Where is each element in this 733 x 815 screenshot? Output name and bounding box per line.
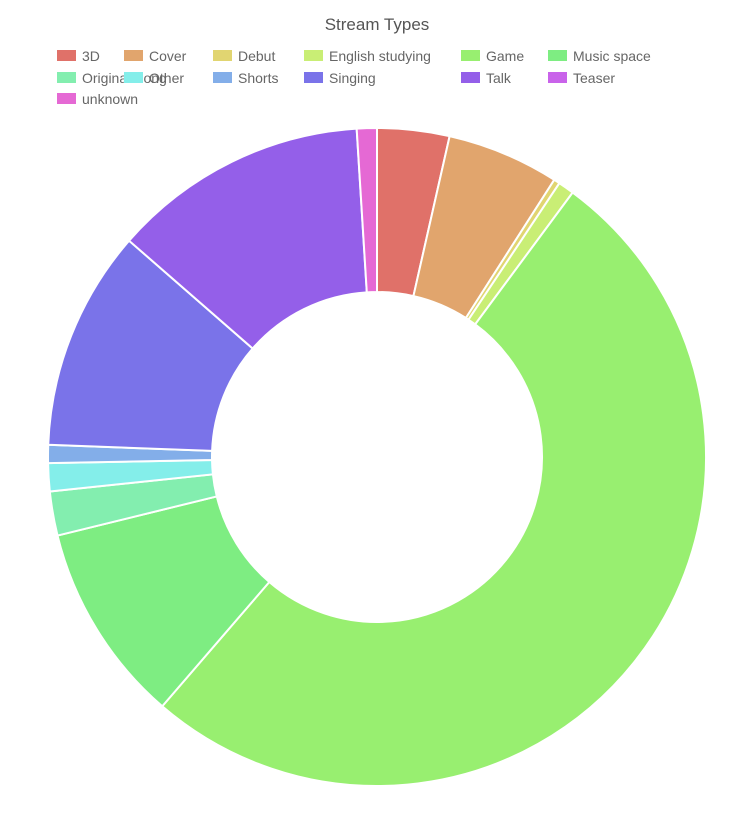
legend-label-unknown: unknown	[82, 91, 138, 107]
legend-label-debut: Debut	[238, 48, 275, 64]
legend-label-cover: Cover	[149, 48, 187, 64]
legend-item-talk[interactable]: Talk	[461, 70, 512, 86]
legend: 3D Cover Debut English studying Game Music sp…	[57, 48, 651, 107]
legend-swatch-cover	[124, 50, 143, 61]
legend-swatch-singing	[304, 72, 323, 83]
legend-item-shorts[interactable]: Shorts	[213, 70, 278, 86]
legend-label-other: Other	[149, 70, 184, 86]
slice-game[interactable]	[160, 191, 707, 787]
legend-item-teaser[interactable]: Teaser	[548, 70, 615, 86]
legend-swatch-game	[461, 50, 480, 61]
legend-swatch-debut	[213, 50, 232, 61]
legend-item-game[interactable]: Game	[461, 48, 524, 64]
legend-swatch-other	[124, 72, 143, 83]
legend-label-music-space: Music space	[573, 48, 651, 64]
legend-item-cover[interactable]: Cover	[124, 48, 187, 64]
legend-swatch-english-studying	[304, 50, 323, 61]
slice-unknown[interactable]	[355, 126, 378, 294]
slice-talk[interactable]	[127, 127, 368, 350]
legend-swatch-talk	[461, 72, 480, 83]
legend-swatch-original-song	[57, 72, 76, 83]
legend-label-3d: 3D	[82, 48, 100, 64]
legend-item-music-space[interactable]: Music space	[548, 48, 651, 64]
legend-item-debut[interactable]: Debut	[213, 48, 275, 64]
legend-label-game: Game	[486, 48, 524, 64]
chart-title: Stream Types	[325, 15, 430, 34]
legend-label-english-studying: English studying	[329, 48, 431, 64]
legend-item-singing[interactable]: Singing	[304, 70, 376, 86]
legend-swatch-unknown	[57, 93, 76, 104]
legend-swatch-shorts	[213, 72, 232, 83]
legend-swatch-3d	[57, 50, 76, 61]
legend-label-singing: Singing	[329, 70, 376, 86]
legend-item-english-studying[interactable]: English studying	[304, 48, 431, 64]
legend-label-teaser: Teaser	[573, 70, 615, 86]
legend-item-unknown[interactable]: unknown	[57, 91, 138, 107]
legend-swatch-music-space	[548, 50, 567, 61]
doughnut-slices	[47, 126, 707, 787]
legend-item-3d[interactable]: 3D	[57, 48, 100, 64]
legend-item-other[interactable]: Other	[124, 70, 184, 86]
legend-label-shorts: Shorts	[238, 70, 278, 86]
legend-label-talk: Talk	[486, 70, 512, 86]
legend-swatch-teaser	[548, 72, 567, 83]
